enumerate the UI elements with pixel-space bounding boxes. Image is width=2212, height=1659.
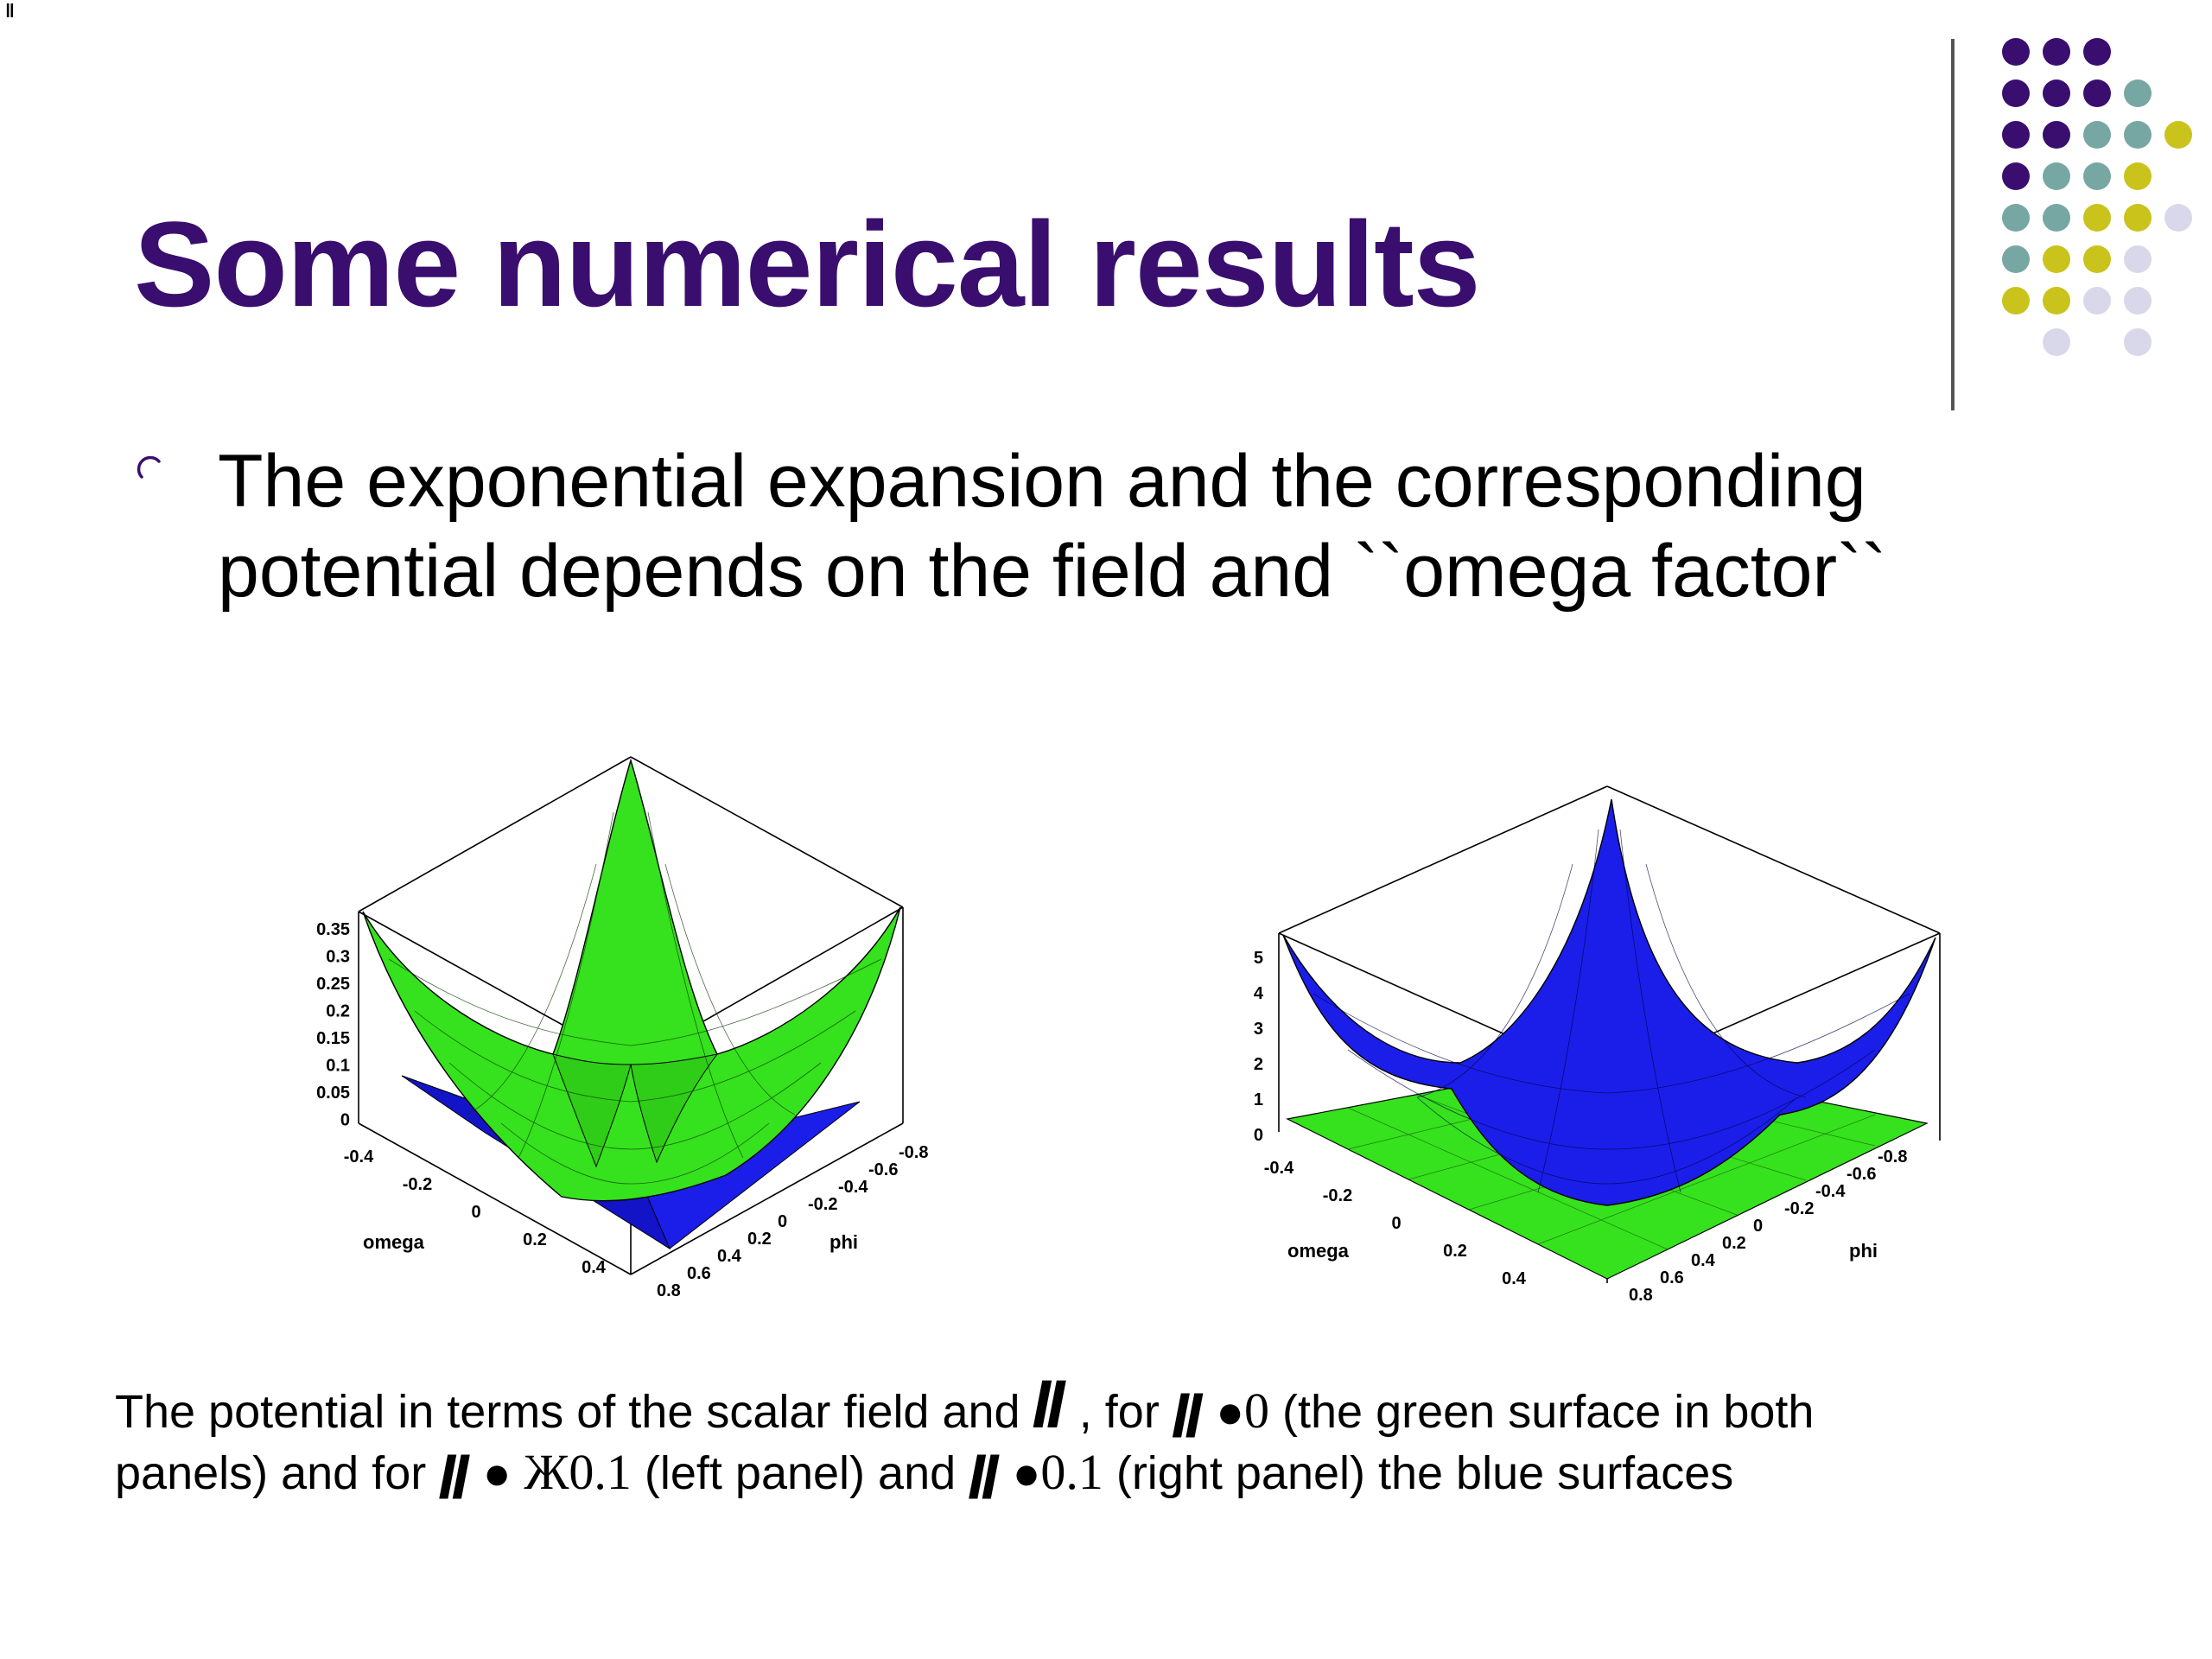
decor-dot xyxy=(2043,162,2070,190)
left-omega-tick-label: 0.4 xyxy=(582,1258,607,1277)
bullet-line-2: potential depends on the field and ``ome… xyxy=(218,530,1887,613)
decor-dot xyxy=(2002,162,2030,190)
decor-dot xyxy=(2043,121,2070,149)
bullet-line-1: The exponential expansion and the corres… xyxy=(218,440,1866,523)
slide-title: Some numerical results xyxy=(134,196,1481,332)
left-z-tick-label: 0.3 xyxy=(326,948,350,967)
right-omega-tick-label: 0 xyxy=(1391,1214,1401,1233)
bullet-icon xyxy=(137,456,161,479)
left-z-tick-label: 0 xyxy=(340,1111,350,1130)
right-phi-tick-label: -0.8 xyxy=(1878,1147,1907,1166)
decor-dot xyxy=(2002,245,2030,273)
left-phi-tick-label: 0.2 xyxy=(747,1230,772,1249)
symbol-omega: ǁ xyxy=(439,1446,470,1500)
decor-dot xyxy=(2043,245,2070,273)
decor-dot xyxy=(2124,328,2152,356)
left-phi-tick-label: -0.8 xyxy=(899,1143,928,1162)
decor-dot xyxy=(2164,204,2192,232)
left-omega-axis-label: omega xyxy=(363,1231,425,1253)
decor-dot xyxy=(2002,38,2030,66)
right-omega-tick-label: -0.4 xyxy=(1264,1159,1294,1178)
left-omega-tick-label: 0 xyxy=(471,1203,480,1222)
left-phi-tick-label: 0.4 xyxy=(717,1247,742,1266)
decor-dot xyxy=(2043,38,2070,66)
right-phi-axis-label: phi xyxy=(1849,1240,1878,1262)
decor-dot xyxy=(2043,204,2070,232)
right-omega-axis-label: omega xyxy=(1287,1240,1350,1262)
right-z-tick-label: 0 xyxy=(1254,1126,1263,1145)
decor-dot xyxy=(2043,287,2070,315)
decor-dot xyxy=(2083,38,2111,66)
left-phi-tick-label: 0 xyxy=(778,1212,787,1231)
right-omega-tick-label: 0.2 xyxy=(1443,1242,1467,1261)
decor-dot xyxy=(2124,245,2152,273)
decor-dot xyxy=(2002,204,2030,232)
right-phi-tick-label: -0.6 xyxy=(1847,1165,1876,1184)
symbol-omega: ǁ xyxy=(1172,1384,1204,1439)
left-phi-axis-label: phi xyxy=(830,1231,858,1253)
left-omega-tick-label: -0.4 xyxy=(344,1147,374,1166)
right-phi-tick-label: 0.4 xyxy=(1691,1251,1716,1270)
right-phi-tick-label: 0 xyxy=(1753,1217,1763,1236)
bullet-text: The exponential expansion and the corres… xyxy=(218,436,1989,616)
left-z-tick-label: 0.35 xyxy=(316,920,350,939)
left-phi-tick-label: -0.6 xyxy=(868,1160,898,1179)
left-omega-tick-label: -0.2 xyxy=(403,1175,432,1194)
left-z-tick-label: 0.25 xyxy=(316,975,350,994)
left-omega-tick-label: 0.2 xyxy=(523,1230,547,1249)
decor-dot xyxy=(2124,79,2152,107)
decor-divider xyxy=(1951,39,1955,410)
left-z-tick-label: 0.1 xyxy=(326,1057,350,1076)
right-z-tick-label: 3 xyxy=(1254,1020,1263,1039)
symbol-omega: ǁ xyxy=(1033,1370,1066,1429)
right-omega-tick-label: 0.4 xyxy=(1502,1269,1527,1288)
decor-dot xyxy=(2124,121,2152,149)
left-z-tick-label: 0.05 xyxy=(316,1084,350,1103)
right-phi-tick-label: -0.2 xyxy=(1784,1199,1814,1218)
caption-line-1: The potential in terms of the scalar fie… xyxy=(115,1370,1815,1439)
right-phi-tick-label: 0.6 xyxy=(1660,1268,1684,1287)
decor-dot xyxy=(2083,287,2111,315)
right-z-tick-label: 1 xyxy=(1254,1090,1263,1109)
decor-dot xyxy=(2124,287,2152,315)
left-phi-tick-label: 0.8 xyxy=(657,1281,681,1300)
decor-dot xyxy=(2164,121,2192,149)
decor-dot xyxy=(2002,121,2030,149)
right-phi-tick-label: -0.4 xyxy=(1815,1182,1846,1201)
decor-dot xyxy=(2083,79,2111,107)
decor-dot xyxy=(2083,204,2111,232)
right-z-tick-label: 5 xyxy=(1254,949,1263,968)
left-z-tick-label: 0.2 xyxy=(326,1002,350,1021)
left-phi-tick-label: -0.4 xyxy=(838,1178,868,1197)
left-phi-tick-label: 0.6 xyxy=(687,1264,711,1283)
decor-dot xyxy=(2124,162,2152,190)
right-phi-tick-label: 0.2 xyxy=(1722,1234,1746,1253)
right-z-tick-label: 4 xyxy=(1254,984,1264,1003)
left-surface-plot: 0.350.30.250.20.150.10.050 -0.4-0.200.20… xyxy=(316,756,928,1300)
right-phi-tick-label: 0.8 xyxy=(1629,1286,1653,1305)
left-z-tick-label: 0.15 xyxy=(316,1029,350,1048)
corner-glyph: ǁ xyxy=(5,0,15,22)
caption-line-2: panels) and for ǁ ● Ж0.1 (left panel) an… xyxy=(115,1444,1734,1500)
decor-dot xyxy=(2083,162,2111,190)
figure-caption: The potential in terms of the scalar fie… xyxy=(115,1370,2102,1503)
decor-dot xyxy=(2002,79,2030,107)
decor-dot xyxy=(2083,121,2111,149)
right-z-tick-label: 2 xyxy=(1254,1055,1263,1074)
decor-dot xyxy=(2124,204,2152,232)
right-omega-tick-label: -0.2 xyxy=(1323,1186,1352,1205)
decor-dot xyxy=(2083,245,2111,273)
symbol-omega: ǁ xyxy=(969,1446,1000,1500)
decor-dot xyxy=(2043,79,2070,107)
decor-dot xyxy=(2043,328,2070,356)
left-phi-tick-label: -0.2 xyxy=(808,1195,837,1214)
decor-dot xyxy=(2002,287,2030,315)
